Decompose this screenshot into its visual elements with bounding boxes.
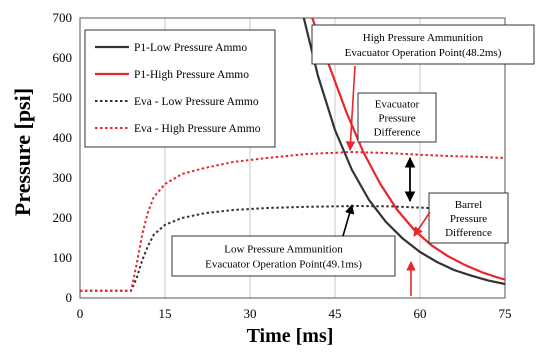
annotation-text-barrel_diff-1: Barrel [455,199,482,211]
x-tick-label-0: 0 [77,306,84,321]
x-axis-title: Time [ms] [247,325,334,347]
legend: P1-Low Pressure Ammo P1-High Pressure Amm… [84,29,276,148]
arrow-low-op-point [342,204,355,237]
y-tick-label-700: 700 [53,10,73,25]
x-tick-label-60: 60 [414,306,427,321]
plot-frame [79,17,506,299]
annotation-text-low_op-1: Low Pressure Ammunition [224,244,343,256]
annotation-text-high_op-1: High Pressure Ammunition [363,32,484,44]
series-line-1 [302,18,505,286]
annotation-text-barrel_diff-2: Pressure [450,213,487,225]
y-axis-title: Pressure [psi] [10,88,35,216]
tick-labels: 0 15 30 45 60 75 0 100 200 300 400 500 600 700 [53,10,512,321]
annotation-box-low_op [171,235,396,277]
series-line-3 [80,205,505,292]
y-tick-label-400: 400 [53,130,73,145]
x-tick-label-75: 75 [499,306,512,321]
legend-label-4: Eva - High Pressure Ammo [134,123,261,135]
y-tick-label-0: 0 [66,290,73,305]
annotations: High Pressure Ammunition Evacuator Operat… [171,24,535,296]
annotation-text-eva_diff-2: Pressure [378,113,415,125]
annotation-text-eva_diff-3: Difference [374,127,421,139]
y-tick-label-600: 600 [53,50,73,65]
legend-label-2: P1-High Pressure Ammo [134,69,249,81]
arrow-barrel-difference-top [413,211,431,237]
annotation-box-high_op [311,24,535,65]
y-tick-label-300: 300 [53,170,73,185]
annotation-box-barrel_diff [428,192,509,244]
annotation-text-low_op-2: Evacuator Operation Point(49.1ms) [205,259,362,271]
x-tick-label-45: 45 [329,306,342,321]
annotation-text-eva_diff-1: Evacuator [375,99,420,111]
y-tick-label-100: 100 [53,250,73,265]
arrow-high-op-point [345,65,356,151]
annotation-box-eva_diff [357,92,437,143]
legend-label-1: P1-Low Pressure Ammo [134,42,247,54]
axes [79,17,506,299]
x-tick-label-15: 15 [159,306,172,321]
legend-label-3: Eva - Low Pressure Ammo [134,96,259,108]
annotation-text-barrel_diff-3: Difference [445,227,492,239]
annotation-text-high_op-2: Evacuator Operation Point(48.2ms) [345,47,502,59]
x-tick-label-30: 30 [244,306,257,321]
y-tick-label-200: 200 [53,210,73,225]
y-tick-label-500: 500 [53,90,73,105]
